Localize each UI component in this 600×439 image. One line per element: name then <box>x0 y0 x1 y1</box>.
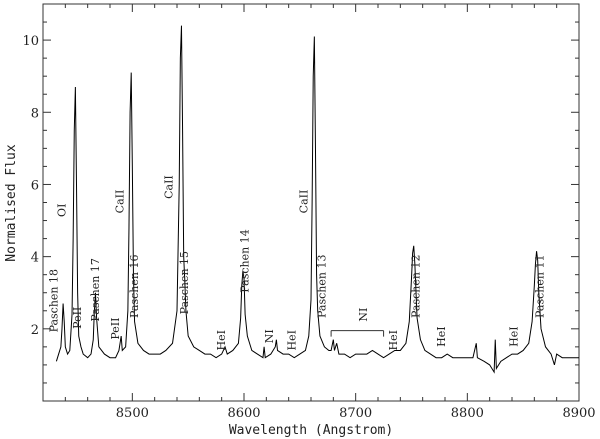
y-tick-label: 10 <box>22 34 39 49</box>
line-label: NI <box>357 308 370 322</box>
line-label: Paschen 17 <box>89 258 102 321</box>
line-label: Paschen 18 <box>48 269 61 332</box>
line-label: PeII <box>71 307 84 329</box>
line-label: HeI <box>215 330 228 350</box>
line-annotations: Paschen 18 OI PeII Paschen 17 PeII CaII Pasche… <box>48 175 547 350</box>
line-label: PeII <box>109 318 122 340</box>
line-label: CaII <box>163 175 176 199</box>
line-label: Paschen 14 <box>238 229 251 292</box>
line-label: Paschen 13 <box>316 255 329 318</box>
x-tick-label: 8800 <box>451 406 484 421</box>
line-label: Paschen 11 <box>533 255 546 318</box>
y-tick-label: 8 <box>31 106 39 121</box>
x-tick-label: 8700 <box>339 406 372 421</box>
x-tick-label: 8500 <box>116 406 149 421</box>
x-axis-title: Wavelength (Angstrom) <box>229 423 393 438</box>
line-label: OI <box>55 204 68 217</box>
y-tick-label: 6 <box>31 178 39 193</box>
line-label: CaII <box>298 190 311 214</box>
line-label: Paschen 16 <box>128 255 141 318</box>
line-group-markers <box>330 330 385 337</box>
line-label: HeI <box>508 326 521 346</box>
x-tick-labels: 8500 8600 8700 8800 8900 <box>116 406 596 421</box>
x-tick-label: 8600 <box>227 406 260 421</box>
x-tick-label: 8900 <box>562 406 595 421</box>
spectrum-line <box>55 25 579 374</box>
line-label: HeI <box>435 326 448 346</box>
line-label: HeI <box>285 330 298 350</box>
y-axis-title: Normalised Flux <box>4 144 19 262</box>
y-tick-label: 2 <box>31 323 39 338</box>
y-tick-label: 4 <box>31 251 39 266</box>
line-label: CaII <box>113 190 126 214</box>
axis-ticks <box>42 3 580 402</box>
line-label: Paschen 15 <box>178 251 191 314</box>
y-tick-labels: 2 4 6 8 10 <box>22 34 39 338</box>
line-label: HeI <box>387 330 400 350</box>
line-label: NI <box>263 329 276 343</box>
line-label: Paschen 12 <box>409 255 422 318</box>
